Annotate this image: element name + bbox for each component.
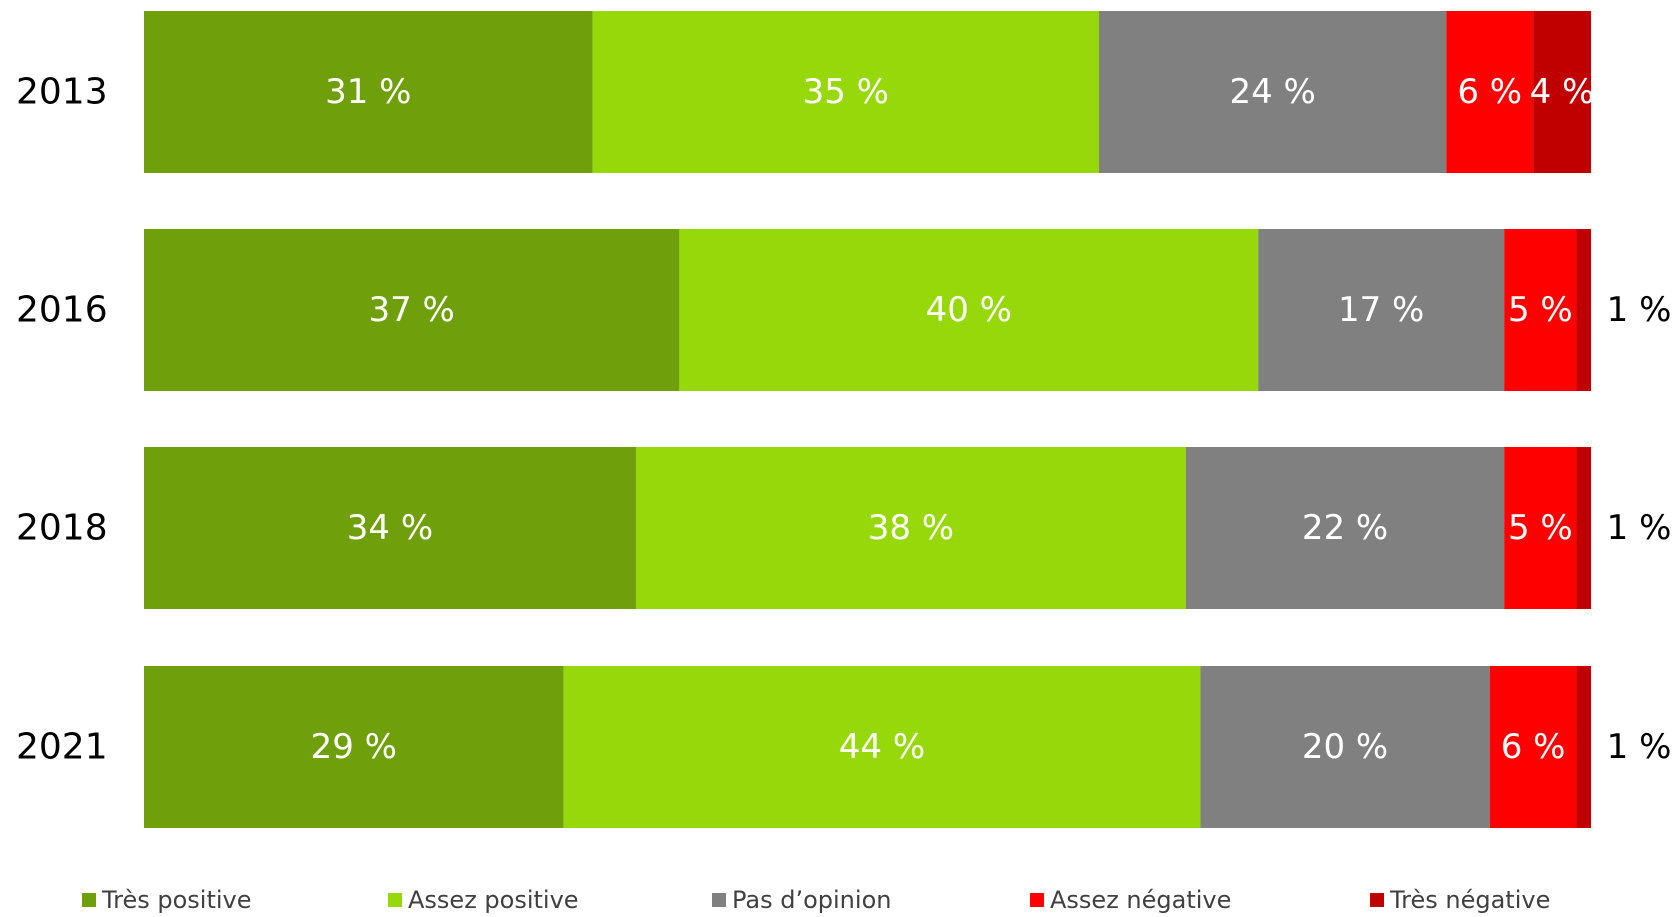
legend-label-3: Assez négative (1050, 886, 1232, 914)
bar-segment-2021-4 (1576, 666, 1591, 828)
category-label-2021: 2021 (16, 727, 108, 768)
data-label-2016-2: 17 % (1338, 290, 1424, 330)
category-label-2013: 2013 (16, 72, 108, 113)
bar-segment-2013-0 (144, 11, 593, 173)
legend-label-0: Très positive (102, 886, 252, 914)
bar-segment-2021-3 (1489, 666, 1577, 828)
bar-segment-2018-2 (1185, 447, 1505, 609)
legend-swatch-4 (1370, 893, 1384, 907)
bar-segment-2016-0 (144, 229, 680, 391)
data-label-2013-1: 35 % (803, 72, 889, 112)
legend-item-0: Très positive (82, 886, 252, 914)
bar-segment-2018-3 (1504, 447, 1577, 609)
legend-item-3: Assez négative (1030, 886, 1231, 914)
data-label-2018-2: 22 % (1302, 508, 1388, 548)
bar-segment-2016-1 (679, 229, 1259, 391)
legend-label-2: Pas d’opinion (732, 886, 892, 914)
category-label-2016: 2016 (16, 290, 108, 331)
data-label-2021-1: 44 % (839, 727, 925, 767)
bar-segment-2013-4 (1533, 11, 1591, 173)
bar-segment-2021-2 (1200, 666, 1490, 828)
bar-segment-2018-0 (144, 447, 636, 609)
bar-segment-2013-3 (1446, 11, 1534, 173)
legend-swatch-2 (712, 893, 726, 907)
legend-item-4: Très négative (1370, 886, 1550, 914)
data-label-2021-3: 6 % (1501, 727, 1566, 767)
legend-label-1: Assez positive (408, 886, 579, 914)
data-label-2013-0: 31 % (325, 72, 411, 112)
data-label-2021-2: 20 % (1302, 727, 1388, 767)
data-label-2016-1: 40 % (926, 290, 1012, 330)
bar-segment-2013-1 (592, 11, 1100, 173)
bar-segment-2018-4 (1576, 447, 1591, 609)
bar-segment-2021-1 (563, 666, 1201, 828)
category-label-2018: 2018 (16, 508, 108, 549)
data-label-2021-4: 1 % (1607, 727, 1672, 767)
data-label-2016-0: 37 % (368, 290, 454, 330)
data-label-2018-3: 5 % (1508, 508, 1573, 548)
stacked-bar-chart: 2013 31 % 35 % 24 % 6 % 4 %2016 37 % 40 % 17 % 5 … (16, 11, 1672, 828)
legend-swatch-3 (1030, 893, 1044, 907)
data-label-2018-4: 1 % (1607, 508, 1672, 548)
bar-segment-2013-2 (1099, 11, 1447, 173)
bar-segment-2016-3 (1504, 229, 1577, 391)
bar-segment-2021-0 (144, 666, 564, 828)
data-label-2013-3: 6 % (1457, 72, 1522, 112)
bar-segment-2016-2 (1258, 229, 1505, 391)
data-label-2013-4: 4 % (1530, 72, 1595, 112)
legend-swatch-0 (82, 893, 96, 907)
data-label-2016-4: 1 % (1607, 290, 1672, 330)
data-label-2013-2: 24 % (1229, 72, 1315, 112)
chart-legend: Très positive Assez positive Pas d’opinion… (0, 886, 1675, 916)
data-label-2021-0: 29 % (311, 727, 397, 767)
data-label-2018-1: 38 % (868, 508, 954, 548)
bar-segment-2016-4 (1576, 229, 1591, 391)
legend-swatch-1 (388, 893, 402, 907)
bar-segment-2018-1 (635, 447, 1186, 609)
legend-item-1: Assez positive (388, 886, 579, 914)
legend-label-4: Très négative (1390, 886, 1551, 914)
data-label-2016-3: 5 % (1508, 290, 1573, 330)
data-label-2018-0: 34 % (347, 508, 433, 548)
legend-item-2: Pas d’opinion (712, 886, 891, 914)
